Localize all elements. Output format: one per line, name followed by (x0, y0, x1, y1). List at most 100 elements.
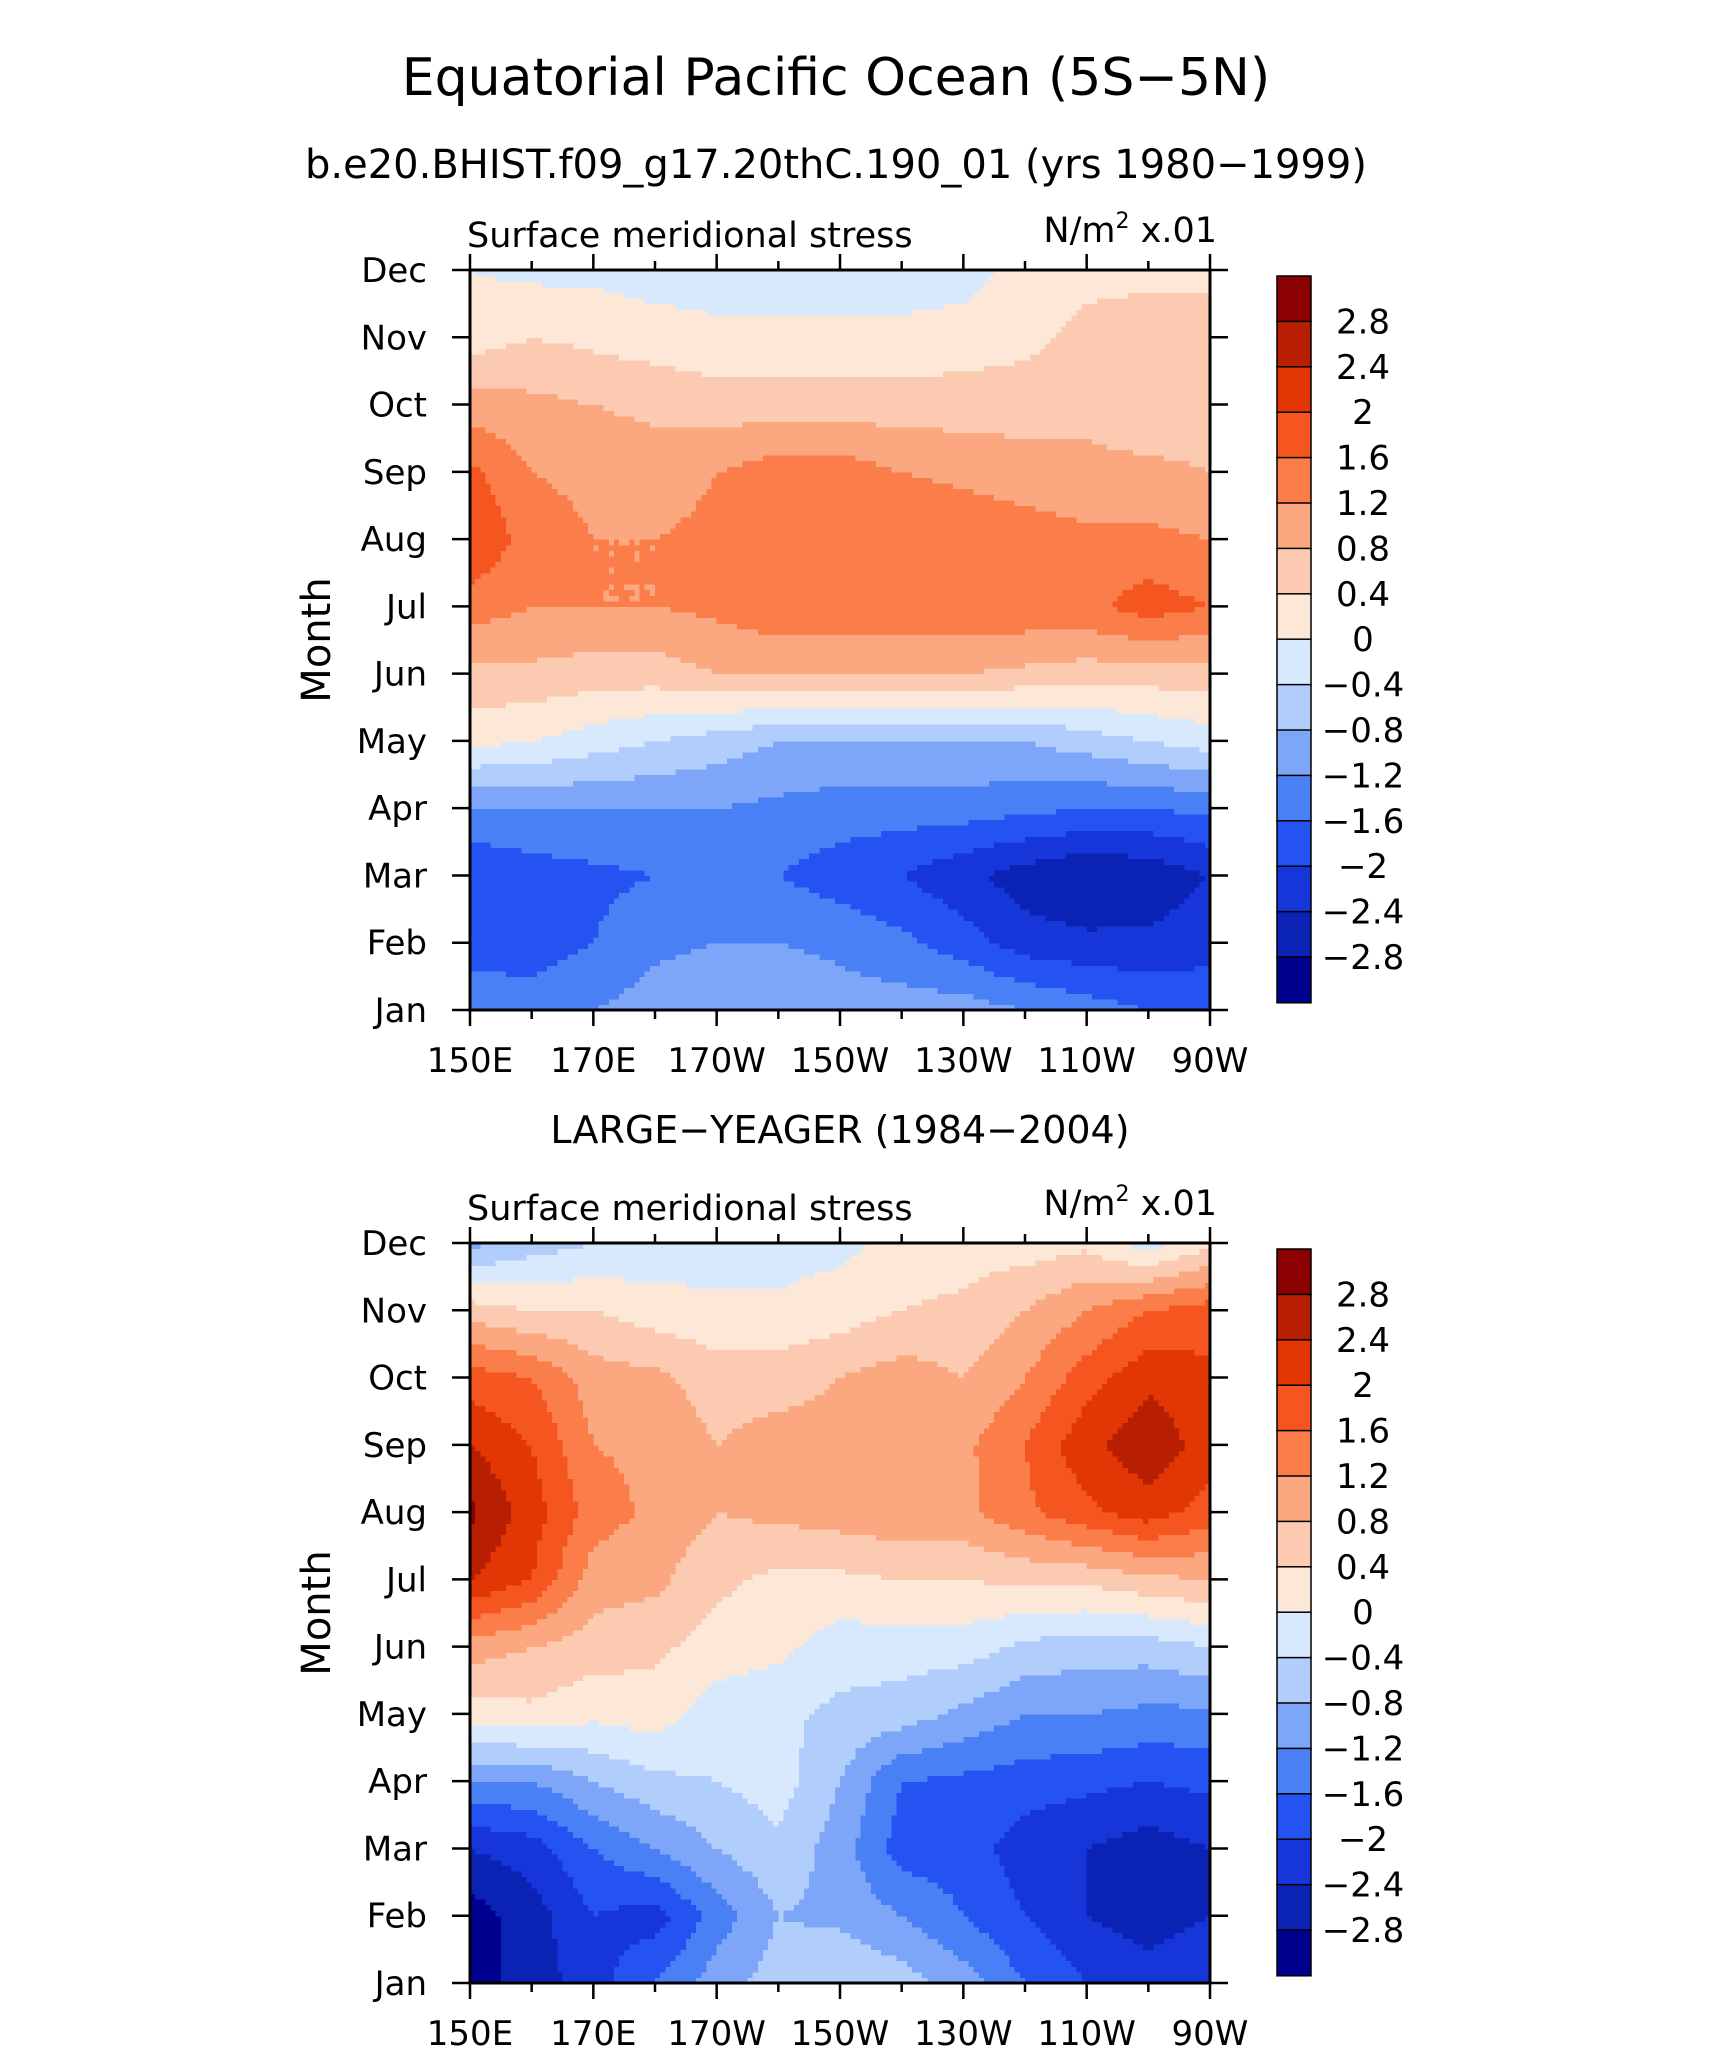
y-tick-label: Mar (363, 856, 427, 896)
colorbar-label: −1.6 (1322, 1775, 1405, 1815)
colorbar-label: 1.6 (1336, 439, 1390, 479)
colorbar-label: 2.8 (1336, 1275, 1390, 1315)
y-tick-label: Mar (363, 1829, 427, 1869)
colorbar-box (1277, 1658, 1311, 1704)
variable-label: Surface meridional stress (467, 216, 913, 256)
colorbar-box (1277, 1703, 1311, 1749)
colorbar-box (1277, 458, 1311, 504)
colorbar-label: −0.8 (1322, 1684, 1405, 1724)
y-tick-label: Jan (373, 991, 427, 1031)
colorbar-box (1277, 548, 1311, 594)
y-tick-label: Jan (373, 1964, 427, 2004)
colorbar-label: −2 (1338, 1820, 1388, 1860)
colorbar-label: 2 (1352, 393, 1374, 433)
x-tick-label: 90W (1172, 2014, 1249, 2054)
colorbar-box (1277, 412, 1311, 458)
colorbar-label: −2.8 (1322, 1911, 1405, 1951)
colorbar-box (1277, 1249, 1311, 1295)
colorbar-box (1277, 1612, 1311, 1658)
y-tick-label: Jul (384, 587, 427, 627)
y-tick-label: Aug (361, 1493, 427, 1533)
colorbar-label: 0.8 (1336, 1502, 1390, 1542)
panel-1: Surface meridional stress N/m2 x.01 150E 17… (294, 209, 1404, 1081)
panel-2: LARGE−YEAGER (1984−2004) Surface meridion… (294, 1108, 1404, 2054)
colorbar-box (1277, 1930, 1311, 1976)
x-tick-label: 170W (667, 1041, 766, 1081)
colorbar-label: 0 (1352, 620, 1374, 660)
figure-title: Equatorial Pacific Ocean (5S−5N) (402, 48, 1270, 108)
colorbar-label: −0.4 (1322, 1639, 1405, 1679)
colorbar-label: 0 (1352, 1593, 1374, 1633)
x-tick-label: 110W (1037, 1041, 1136, 1081)
x-tick-label: 170W (667, 2014, 766, 2054)
y-tick-label: Nov (361, 318, 427, 358)
units-label: N/m2 x.01 (1043, 1182, 1217, 1224)
colorbar: 2.82.421.61.20.80.40−0.4−0.8−1.2−1.6−2−2… (1277, 1249, 1404, 1976)
colorbar-label: −2 (1338, 847, 1388, 887)
colorbar-box (1277, 1748, 1311, 1794)
colorbar-box (1277, 503, 1311, 549)
contour-field (470, 1243, 1211, 1984)
colorbar-label: 1.2 (1336, 1457, 1390, 1497)
y-tick-label: Apr (368, 789, 427, 829)
colorbar-label: 2.4 (1336, 348, 1390, 388)
y-tick-label: Oct (368, 1359, 427, 1399)
colorbar-box (1277, 594, 1311, 640)
y-tick-label: Aug (361, 520, 427, 560)
colorbar-label: −2.8 (1322, 938, 1405, 978)
y-axis-title: Month (294, 1550, 340, 1675)
colorbar-label: 2.4 (1336, 1321, 1390, 1361)
x-tick-label: 90W (1172, 1041, 1249, 1081)
colorbar-box (1277, 1340, 1311, 1386)
colorbar-box (1277, 866, 1311, 912)
colorbar-box (1277, 1567, 1311, 1613)
colorbar-box (1277, 1521, 1311, 1567)
colorbar-label: −1.6 (1322, 802, 1405, 842)
colorbar-box (1277, 1794, 1311, 1840)
colorbar-box (1277, 730, 1311, 776)
colorbar-label: −0.4 (1322, 666, 1405, 706)
colorbar-box (1277, 912, 1311, 958)
y-tick-label: Jun (372, 1628, 427, 1668)
colorbar-box (1277, 775, 1311, 821)
panels: Surface meridional stress N/m2 x.01 150E 17… (294, 209, 1404, 2054)
y-tick-label: Dec (361, 251, 427, 291)
y-tick-label: Feb (367, 1897, 427, 1937)
y-tick-label: Dec (361, 1224, 427, 1264)
y-tick-label: Oct (368, 386, 427, 426)
colorbar-label: 2.8 (1336, 302, 1390, 342)
units-label: N/m2 x.01 (1043, 209, 1217, 251)
y-tick-label: Sep (363, 1426, 427, 1466)
y-tick-label: Apr (368, 1762, 427, 1802)
panel-title: LARGE−YEAGER (1984−2004) (550, 1108, 1129, 1152)
colorbar-label: 1.2 (1336, 484, 1390, 524)
colorbar-label: 0.4 (1336, 575, 1390, 615)
y-tick-label: May (357, 1695, 427, 1735)
y-tick-label: May (357, 722, 427, 762)
x-tick-label: 110W (1037, 2014, 1136, 2054)
figure-subtitle: b.e20.BHIST.f09_g17.20thC.190_01 (yrs 19… (305, 142, 1367, 188)
y-tick-label: Sep (363, 453, 427, 493)
x-tick-label: 170E (550, 1041, 636, 1081)
colorbar-box (1277, 321, 1311, 367)
colorbar-box (1277, 1431, 1311, 1477)
contour-field (470, 270, 1211, 1011)
colorbar-label: −1.2 (1322, 1729, 1405, 1769)
x-tick-label: 150W (791, 2014, 890, 2054)
colorbar-box (1277, 276, 1311, 322)
colorbar-box (1277, 821, 1311, 867)
colorbar-label: −2.4 (1322, 1866, 1405, 1906)
colorbar-box (1277, 367, 1311, 413)
x-tick-label: 150E (427, 1041, 513, 1081)
variable-label: Surface meridional stress (467, 1189, 913, 1229)
colorbar-box (1277, 1839, 1311, 1885)
colorbar-box (1277, 1476, 1311, 1522)
colorbar-label: −0.8 (1322, 711, 1405, 751)
y-axis-title: Month (294, 577, 340, 702)
y-tick-label: Jun (372, 655, 427, 695)
y-tick-label: Jul (384, 1560, 427, 1600)
colorbar-label: 0.4 (1336, 1548, 1390, 1588)
colorbar-label: 0.8 (1336, 529, 1390, 569)
colorbar-box (1277, 1385, 1311, 1431)
